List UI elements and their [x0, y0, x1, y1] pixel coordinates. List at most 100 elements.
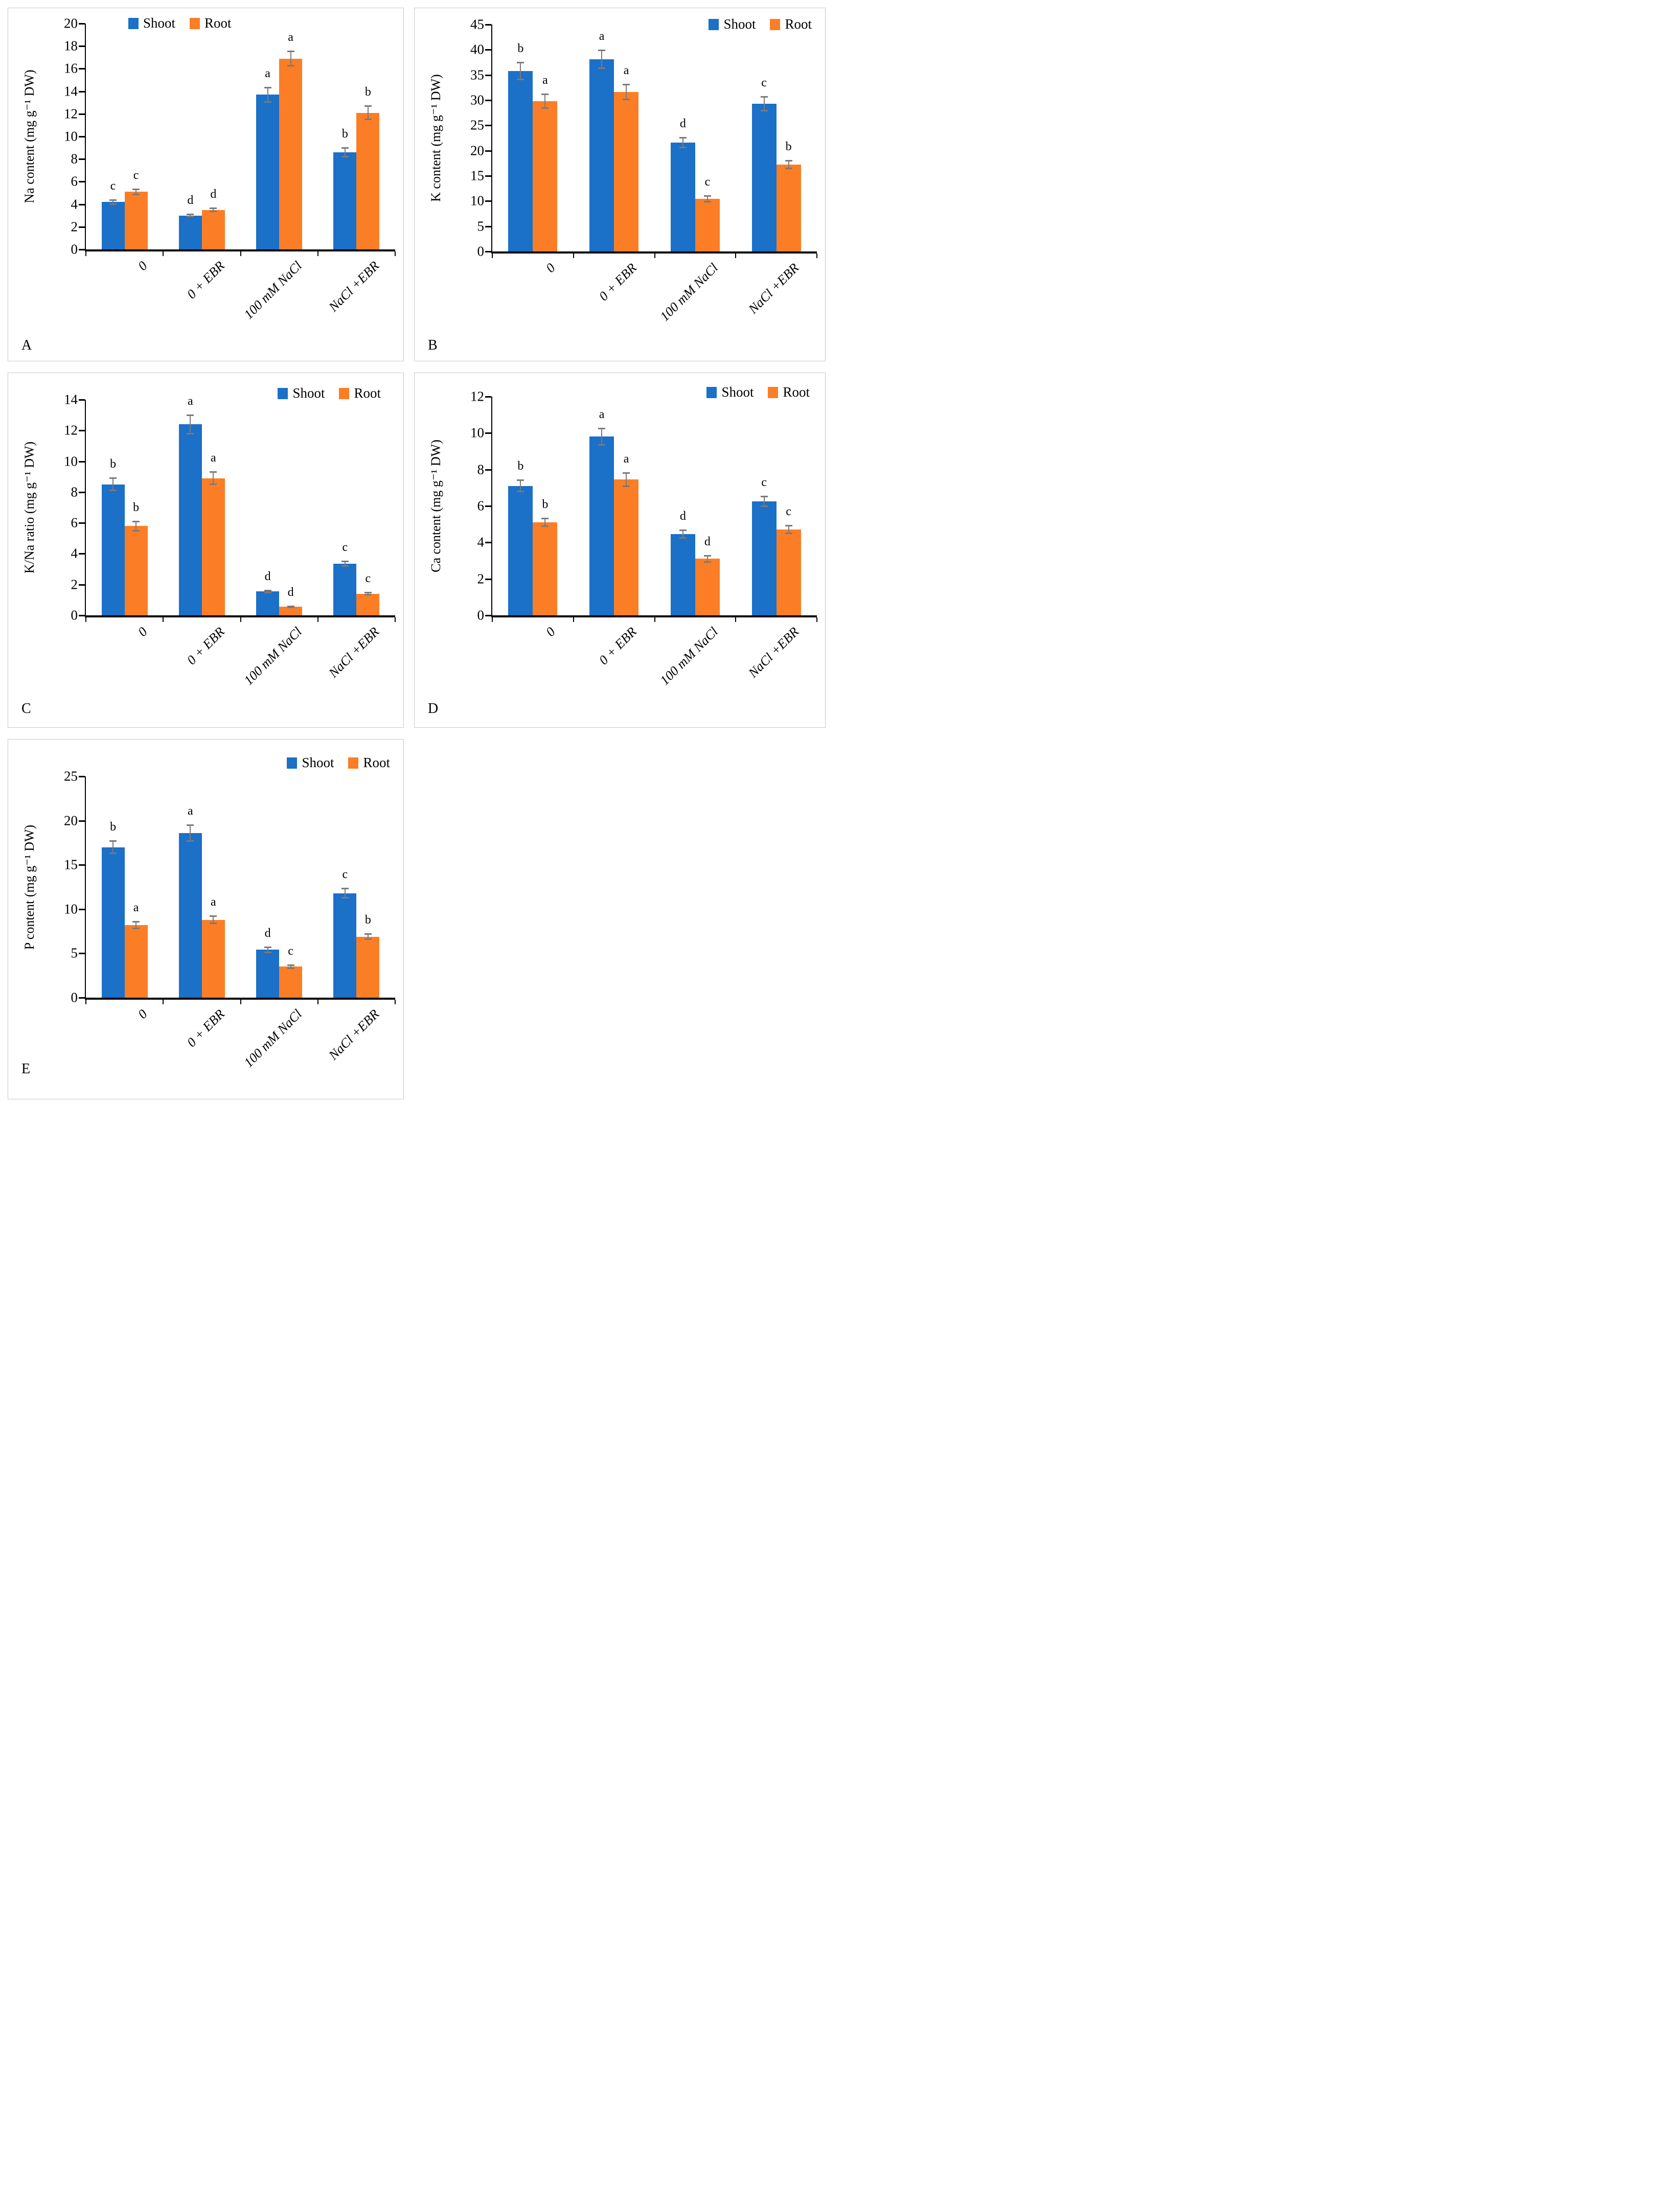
error-bar-cap-bottom: [760, 109, 768, 111]
y-tick-label: 20: [470, 143, 484, 158]
y-tick-mark: [79, 615, 85, 616]
x-tick-label: 0 + EBR: [184, 1006, 227, 1050]
x-tick-label: NaCl +EBR: [326, 624, 382, 681]
error-bar-line: [290, 51, 291, 66]
bar-shoot: [101, 202, 125, 249]
legend-swatch-shoot: [287, 757, 298, 769]
error-bar-cap-top: [341, 560, 349, 562]
error-bar-line: [626, 472, 627, 487]
error-bar-cap-bottom: [109, 852, 117, 855]
error-bar-cap-top: [264, 86, 271, 88]
error-bar: [541, 94, 549, 109]
legend-swatch-root: [190, 17, 200, 29]
y-tick-label: 4: [71, 545, 78, 561]
error-bar-line: [763, 496, 765, 507]
y-tick-label: 14: [64, 391, 78, 407]
error-bar: [364, 105, 372, 120]
error-bar: [210, 208, 217, 213]
figure-grid: Na content (mg g⁻¹ DW) c d a b c d a b 0 0 + EBR 10…: [0, 0, 833, 1107]
legend-swatch-root: [770, 18, 781, 30]
error-bar-line: [190, 414, 191, 434]
sig-letter: a: [211, 451, 216, 465]
error-bar-line: [520, 479, 521, 493]
y-tick-mark: [485, 24, 491, 26]
error-bar-cap-bottom: [210, 211, 217, 213]
error-bar: [287, 606, 294, 608]
error-bar-cap-bottom: [598, 67, 606, 69]
y-tick-label: 25: [64, 768, 78, 784]
x-tick-mark: [735, 254, 737, 258]
error-bar-cap-top: [187, 214, 194, 216]
legend-item-shoot: Shoot: [706, 384, 754, 400]
error-bar-cap-bottom: [364, 938, 372, 940]
legend-item-root: Root: [348, 755, 390, 771]
sig-letter: b: [364, 85, 371, 99]
y-tick-mark: [79, 997, 85, 999]
error-bar-cap-bottom: [264, 101, 271, 103]
y-tick-label: 25: [470, 117, 484, 133]
y-tick-label: 14: [64, 83, 78, 99]
bar-shoot: [508, 71, 533, 251]
bar-root: [279, 966, 303, 998]
error-bar-line: [213, 915, 214, 925]
error-bar-cap-top: [109, 477, 117, 479]
sig-letter: d: [210, 188, 217, 201]
y-tick-mark: [79, 23, 85, 25]
legend-label-shoot: Shoot: [302, 755, 334, 770]
error-bar-cap-bottom: [341, 155, 349, 157]
legend-label-shoot: Shoot: [723, 16, 756, 32]
panel-letter-B: B: [428, 337, 438, 353]
y-tick-label: 5: [477, 218, 485, 234]
y-tick-mark: [79, 203, 85, 205]
error-bar-line: [267, 86, 268, 103]
plot-area: c d a b c d a b 0 0 + EBR 100 mM NaCl NaCl +EBR: [79, 23, 396, 322]
y-tick-mark: [79, 584, 85, 586]
legend: Shoot Root: [709, 16, 812, 32]
error-bar-cap-top: [109, 199, 117, 201]
error-bar-line: [682, 529, 683, 539]
y-tick-mark: [79, 864, 85, 866]
error-bar-line: [544, 94, 546, 109]
error-bar: [132, 520, 140, 532]
sig-letter: d: [287, 586, 294, 599]
error-bar-cap-bottom: [517, 491, 524, 493]
bar-root: [533, 522, 558, 615]
bar-shoot: [178, 424, 202, 615]
error-bar-cap-top: [679, 137, 687, 139]
error-bar-line: [682, 137, 683, 148]
sig-letter: b: [110, 820, 117, 834]
error-bar-cap-bottom: [109, 490, 117, 492]
error-bar-cap-top: [341, 888, 349, 890]
legend-swatch-root: [768, 386, 779, 398]
plot-area: b a d c b a d c 0 0 + EBR 100 mM NaCl NaCl +EBR: [79, 395, 396, 688]
legend-swatch-shoot: [128, 17, 139, 29]
y-tick-label: 0: [477, 607, 485, 623]
error-bar: [264, 86, 271, 103]
error-bar-cap-bottom: [187, 216, 194, 217]
error-bar: [210, 471, 217, 486]
y-tick-mark: [79, 491, 85, 493]
x-tick-mark: [163, 617, 164, 622]
sig-letter: a: [599, 30, 605, 43]
error-bar-cap-bottom: [210, 483, 217, 486]
error-bar-line: [112, 840, 114, 855]
y-tick-label: 5: [71, 945, 78, 961]
error-bar-line: [112, 199, 114, 205]
sig-letter: a: [623, 452, 629, 466]
y-tick-mark: [79, 953, 85, 955]
y-tick-label: 0: [71, 241, 78, 257]
error-bar-cap-top: [760, 96, 768, 98]
x-tick-label: 0: [543, 260, 559, 275]
error-bar: [187, 414, 194, 434]
error-bar: [187, 214, 194, 217]
y-tick-label: 20: [64, 813, 78, 828]
sig-letter: a: [623, 64, 629, 78]
y-tick-mark: [79, 68, 85, 70]
y-tick-label: 4: [71, 196, 78, 212]
y-tick-label: 8: [71, 151, 78, 167]
x-tick-mark: [816, 254, 817, 258]
sig-letter: b: [542, 498, 549, 512]
error-bar-line: [367, 592, 369, 596]
error-bar-line: [367, 105, 369, 120]
x-tick-label: NaCl +EBR: [326, 258, 382, 315]
